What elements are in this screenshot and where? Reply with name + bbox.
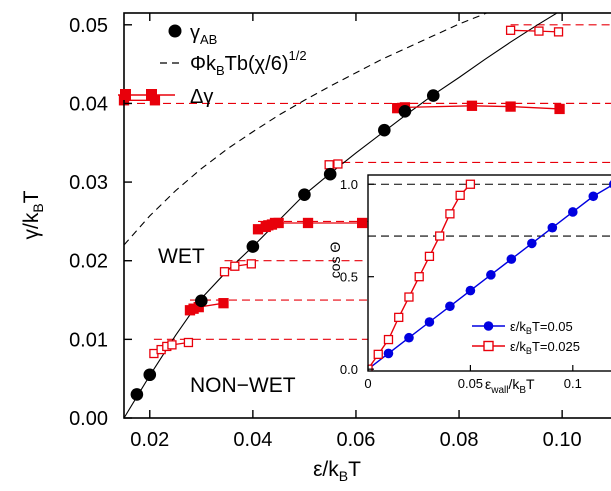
delta-gamma-point — [273, 217, 284, 229]
inset-series-point — [465, 285, 476, 296]
main-y-tick-label: 0.05 — [69, 15, 108, 37]
inset-series-point — [568, 207, 578, 217]
inset-x-axis-label: εwall/kBT — [485, 376, 535, 396]
main-markers — [118, 25, 565, 401]
inset-series-point — [404, 292, 414, 302]
delta-gamma-point — [356, 217, 368, 229]
inset-series-point — [424, 251, 435, 262]
main-legend: γAB ΦkBTb(χ/6)1/2 Δγ — [118, 22, 307, 108]
legend-label-delta-gamma: Δγ — [190, 86, 213, 108]
inset-series-point — [486, 270, 496, 280]
main-axis-ticks: 0.02 0.04 0.06 0.08 0.100.000.010.020.030.04… — [69, 13, 582, 451]
inset-chart: 0 0.05 0.1 0.0 0.5 1.0 cos Θ εwall/kBT ε/kBT=… — [327, 174, 611, 396]
delta-gamma-point — [505, 25, 516, 35]
main-y-tick-label: 0.01 — [69, 329, 108, 351]
inset-series-point — [547, 222, 558, 233]
delta-gamma-point — [505, 101, 516, 112]
inset-series-point — [383, 334, 394, 345]
main-x-tick-label: 0.10 — [543, 429, 582, 451]
legend-marker-delta-gamma-2 — [146, 89, 157, 100]
delta-gamma-point — [554, 103, 565, 115]
inset-legend-marker-red — [483, 340, 494, 352]
inset-legend-marker-blue — [483, 321, 494, 331]
main-x-tick-label: 0.06 — [336, 429, 375, 451]
legend-marker-delta-gamma — [120, 89, 131, 100]
gamma-ab-point — [195, 294, 208, 308]
inset-series-point — [383, 348, 394, 359]
inset-legend-label-blue: ε/kBT=0.05 — [510, 319, 573, 336]
delta-gamma-point — [333, 159, 343, 169]
main-y-tick-label: 0.04 — [69, 93, 108, 115]
main-x-axis-label: ε/kBT — [313, 458, 361, 484]
main-y-axis-label: γ/kBT — [20, 190, 46, 239]
delta-gamma-line — [397, 105, 560, 110]
annotation-nonwet: NON−WET — [190, 374, 296, 397]
delta-gamma-point — [553, 27, 564, 37]
main-x-tick-label: 0.08 — [440, 429, 479, 451]
inset-y-axis-label: cos Θ — [327, 242, 343, 279]
delta-gamma-point — [534, 26, 544, 36]
inset-legend-label-red: ε/kBT=0.025 — [510, 339, 580, 356]
annotation-wet: WET — [158, 245, 205, 268]
delta-gamma-point — [324, 160, 334, 170]
inset-x-tick-label: 0.05 — [458, 376, 483, 391]
legend-label-gamma-ab: γAB — [190, 22, 217, 47]
gamma-ab-point — [130, 388, 144, 401]
inset-series-point — [445, 301, 455, 312]
inset-series-point — [506, 254, 517, 264]
inset-series-point — [465, 179, 476, 189]
main-y-tick-label: 0.03 — [69, 172, 108, 194]
gamma-ab-point — [426, 89, 440, 102]
inset-x-tick-label: 0.1 — [564, 376, 582, 391]
delta-gamma-point — [219, 267, 230, 277]
gamma-ab-point — [246, 240, 260, 253]
inset-series-point — [394, 312, 404, 323]
legend-marker-gamma-ab — [168, 24, 182, 38]
inset-series-point — [445, 209, 455, 219]
delta-gamma-point — [466, 100, 478, 111]
delta-gamma-point — [183, 337, 194, 348]
inset-series-point — [527, 238, 537, 249]
delta-gamma-point — [218, 298, 229, 309]
inset-axis-ticks: 0 0.05 0.1 0.0 0.5 1.0 — [340, 177, 582, 391]
fit-curve — [124, 13, 559, 418]
gamma-ab-point — [143, 368, 157, 382]
inset-y-tick-label: 0.0 — [340, 362, 358, 377]
gamma-ab-point — [298, 188, 311, 201]
main-plot-frame — [123, 12, 611, 419]
legend-label-dashed: ΦkBTb(χ/6)1/2 — [190, 48, 307, 78]
delta-gamma-point — [167, 340, 177, 350]
main-y-tick-label: 0.02 — [69, 251, 108, 273]
gamma-ab-point — [398, 105, 412, 118]
inset-series-point — [435, 231, 445, 241]
inset-series-point — [404, 332, 414, 343]
inset-legend: ε/kBT=0.05 ε/kBT=0.025 — [472, 319, 580, 356]
inset-series — [368, 179, 611, 371]
inset-plot-frame — [367, 174, 611, 372]
delta-gamma-point — [246, 259, 256, 269]
gamma-ab-point — [323, 167, 337, 181]
delta-gamma-point — [302, 217, 314, 229]
main-y-tick-label: 0.00 — [69, 408, 108, 430]
inset-series-point — [414, 272, 424, 282]
inset-series-point — [455, 190, 465, 200]
inset-series-point — [588, 191, 599, 202]
inset-series-point — [608, 180, 611, 189]
delta-gamma-point — [230, 261, 240, 271]
gamma-ab-point — [378, 123, 391, 137]
inset-x-tick-label: 0 — [364, 376, 371, 391]
inset-reference-lines — [368, 183, 611, 237]
inset-y-tick-label: 1.0 — [340, 177, 358, 192]
inset-y-tick-label: 0.5 — [340, 270, 358, 285]
main-x-tick-label: 0.02 — [130, 429, 169, 451]
dashed-curve — [124, 13, 489, 246]
inset-series-point — [424, 317, 435, 327]
main-x-tick-label: 0.04 — [233, 429, 272, 451]
inset-series-point — [373, 349, 383, 360]
